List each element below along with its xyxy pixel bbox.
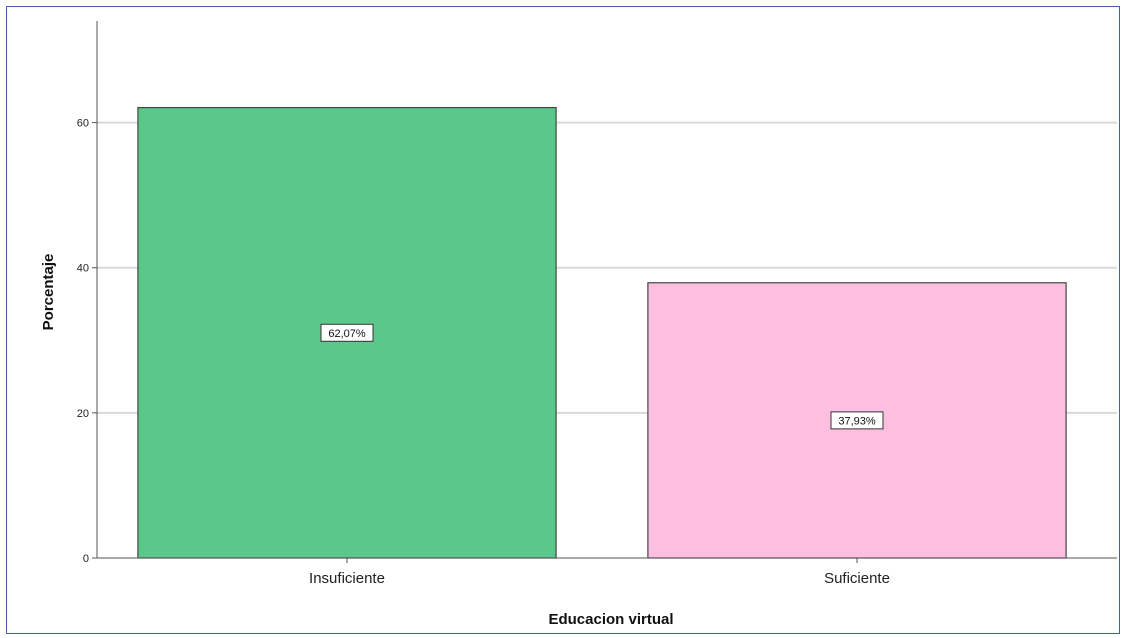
axes: 0 20 40 60 Insuficiente Suficiente [77,21,1117,587]
y-tick-label: 60 [77,118,89,130]
bar-chart: 0 20 40 60 Insuficiente Suficiente 62,07% 37,9… [40,21,1117,628]
y-tick-label: 20 [77,408,89,420]
y-axis-title: Porcentaje [40,254,57,331]
y-tick-label: 40 [77,263,89,275]
data-label-insuficiente: 62,07% [320,323,374,342]
data-label-suficiente: 37,93% [830,411,884,430]
chart-frame: 0 20 40 60 Insuficiente Suficiente 62,07% 37,9… [6,6,1120,634]
data-label-box [830,411,884,430]
x-tick-label-insuficiente: Insuficiente [309,570,385,587]
data-label-text: 37,93% [838,415,876,427]
bars [137,106,1067,559]
data-label-text: 62,07% [328,328,366,340]
data-label-box [320,323,374,342]
x-tick-label-suficiente: Suficiente [824,570,890,587]
data-labels: 62,07% 37,93% [320,323,884,430]
x-axis-title: Educacion virtual [548,611,673,628]
y-tick-label: 0 [83,553,89,565]
